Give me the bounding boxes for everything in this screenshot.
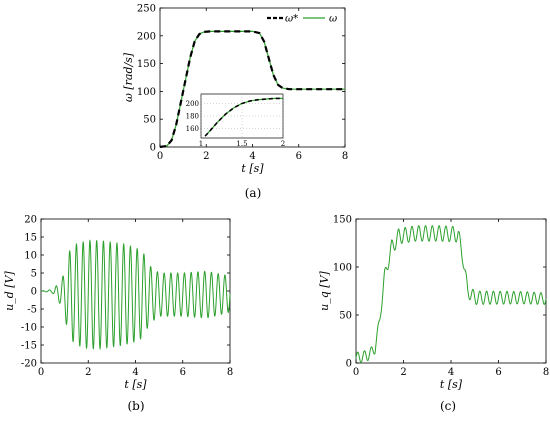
- inset-x-tick-label: 2: [281, 140, 285, 148]
- x-tick-label: 4: [132, 367, 138, 378]
- y-tick-label: 0: [346, 359, 352, 370]
- x-tick-label: 6: [296, 151, 302, 162]
- y-tick-label: 15: [24, 233, 37, 244]
- inset-y-tick-label: 160: [186, 125, 199, 133]
- x-tick-label: 8: [342, 151, 348, 162]
- panel-caption: (c): [440, 399, 456, 413]
- x-tick-label: 0: [38, 367, 44, 378]
- x-axis-label: t [s]: [440, 378, 463, 391]
- y-tick-label: 10: [24, 251, 37, 262]
- y-axis-label: u_d [V]: [3, 270, 16, 310]
- panel-caption: (b): [127, 399, 144, 413]
- x-axis-label: t [s]: [241, 162, 264, 175]
- x-tick-label: 6: [495, 367, 501, 378]
- inset-y-tick-label: 200: [186, 100, 199, 108]
- chart-panel-c: 0 2 4 6 8 0 50 100 150 t [s] u_q [V] (c): [318, 215, 549, 414]
- x-tick-label: 2: [400, 367, 406, 378]
- x-axis-label: t [s]: [124, 378, 147, 391]
- legend-label-omega: ω: [329, 14, 337, 25]
- chart-panel-a: 0 2 4 6 8 0 50 100 150 200 250 t [s] ω [rad/s] (a) ω* ω…: [122, 4, 348, 201]
- y-tick-label: 50: [339, 311, 352, 322]
- x-tick-label: 8: [227, 367, 233, 378]
- chart-panel-b: 0 2 4 6 8 -20 -15 -10 -5 0 5 10 15 20 t [s] u_d [V] (b): [3, 215, 233, 414]
- x-tick-label: 2: [203, 151, 209, 162]
- inset-x-tick-label: 1.5: [236, 140, 247, 148]
- y-tick-label: 50: [143, 115, 156, 126]
- x-tick-label: 0: [353, 367, 359, 378]
- y-tick-label: 150: [137, 59, 156, 70]
- x-tick-label: 0: [157, 151, 163, 162]
- y-tick-label: 5: [31, 269, 37, 280]
- x-tick-label: 4: [249, 151, 255, 162]
- inset-x-tick-label: 1: [199, 140, 203, 148]
- x-tick-label: 8: [543, 367, 549, 378]
- y-axis-label: u_q [V]: [318, 270, 331, 310]
- y-tick-label: -20: [21, 359, 37, 370]
- y-tick-label: 200: [137, 31, 156, 42]
- plot-frame: [355, 218, 547, 364]
- y-axis-label: ω [rad/s]: [122, 52, 135, 102]
- x-tick-label: 2: [85, 367, 91, 378]
- y-tick-label: 150: [333, 215, 352, 226]
- y-tick-label: 100: [333, 263, 352, 274]
- panel-caption: (a): [245, 186, 262, 200]
- y-tick-label: 0: [31, 287, 37, 298]
- y-tick-label: 0: [150, 143, 156, 154]
- series-uq-line: [355, 225, 547, 364]
- inset-y-tick-label: 180: [186, 113, 199, 121]
- series-omega-ref-line: [159, 30, 345, 149]
- x-tick-label: 4: [448, 367, 454, 378]
- y-tick-label: -15: [21, 341, 37, 352]
- y-tick-label: 20: [24, 215, 37, 226]
- x-tick-label: 6: [180, 367, 186, 378]
- inset-series-omega-ref-line: [204, 97, 283, 137]
- y-tick-label: -10: [21, 323, 37, 334]
- y-tick-label: 250: [137, 4, 156, 15]
- legend-label-omega-ref: ω*: [285, 14, 298, 25]
- y-tick-label: -5: [27, 305, 37, 316]
- series-ud-line: [41, 239, 231, 351]
- y-tick-label: 100: [137, 87, 156, 98]
